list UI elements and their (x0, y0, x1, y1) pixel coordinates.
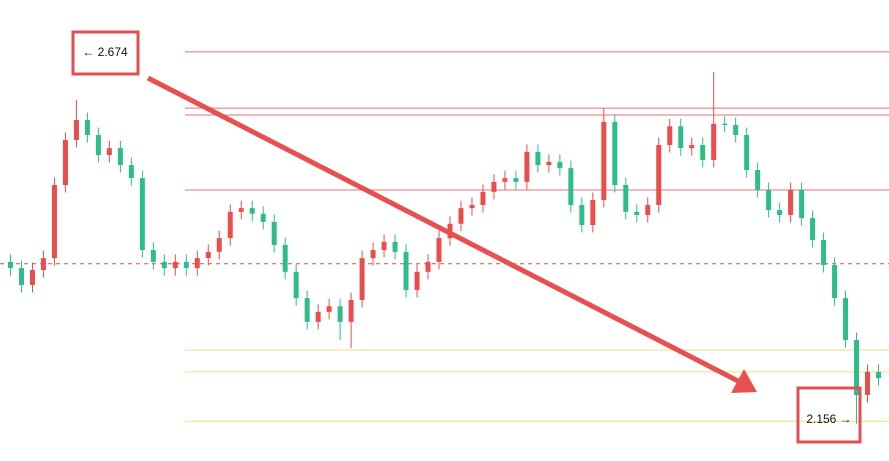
candle-body (744, 135, 750, 170)
candle-body (73, 120, 79, 140)
candle-body (590, 200, 596, 225)
annotation-box (71, 30, 140, 76)
arrow-head (731, 369, 757, 393)
candle-body (568, 168, 574, 205)
candle-body (557, 161, 563, 169)
candle-body (128, 165, 134, 179)
candle-body (722, 123, 728, 125)
candle-body (403, 251, 409, 290)
candle-body (458, 208, 464, 224)
candle-body (62, 140, 68, 185)
candle-body (623, 185, 629, 212)
candle-body (656, 145, 662, 205)
candle-body (689, 145, 695, 149)
candle-body (854, 340, 860, 395)
candle-body (436, 238, 442, 262)
candle-body (425, 261, 431, 272)
candle-body (172, 261, 178, 269)
candle-body (150, 250, 156, 262)
candle-body (678, 126, 684, 149)
candle-body (381, 241, 387, 250)
candle-body (733, 125, 739, 135)
annotation-box (796, 386, 862, 444)
annotation-label: ← 2.674 (82, 45, 128, 59)
candle-body (645, 205, 651, 215)
candle-body (139, 178, 145, 250)
candle-body (205, 251, 211, 259)
candle-body (95, 135, 101, 155)
candle-body (216, 238, 222, 252)
candle-body (579, 205, 585, 225)
candle-body (227, 211, 233, 239)
candle-body (293, 271, 299, 299)
candle-body (766, 190, 772, 210)
candle-body (755, 170, 761, 190)
candle-body (359, 258, 365, 300)
candle-body (51, 185, 57, 259)
candle-body (326, 306, 332, 312)
candle-body (799, 190, 805, 219)
annotation-label: 2.156 → (806, 412, 851, 426)
candle-body (260, 213, 266, 222)
candle-body (161, 261, 167, 269)
candle-body (502, 178, 508, 182)
candle-body (535, 151, 541, 165)
candle-body (546, 161, 552, 165)
candle-body (634, 211, 640, 215)
candle-body (18, 268, 24, 285)
candle-body (117, 148, 123, 165)
candle-body (667, 126, 673, 145)
candle-body (612, 121, 618, 185)
candle-body (480, 191, 486, 205)
candle-body (337, 306, 343, 322)
candle-body (711, 123, 717, 160)
candle-body (469, 205, 475, 209)
candle-body (40, 258, 46, 270)
candle-body (183, 261, 189, 269)
candle-body (7, 261, 13, 269)
candle-body (865, 371, 871, 395)
candle-body (194, 258, 200, 269)
candle-body (832, 265, 838, 299)
candle-body (370, 250, 376, 259)
candle-body (29, 270, 35, 285)
candle-body (876, 371, 882, 379)
candle-body (304, 298, 310, 322)
candle-body (249, 208, 255, 214)
candle-body (238, 208, 244, 212)
candle-body (392, 241, 398, 252)
candle-body (843, 298, 849, 340)
candle-body (513, 178, 519, 182)
candle-body (282, 245, 288, 272)
candle-body (348, 300, 354, 322)
candle-body (491, 181, 497, 192)
candle-body (271, 221, 277, 245)
candle-body (810, 218, 816, 240)
candle-body (821, 240, 827, 265)
candle-body (524, 151, 530, 182)
candle-body (700, 145, 706, 160)
candle-body (777, 210, 783, 215)
candle-body (788, 190, 794, 215)
candle-body (84, 120, 90, 135)
candle-body (414, 271, 420, 290)
candle-body (315, 311, 321, 322)
trend-arrow (146, 75, 740, 384)
candle-body (601, 121, 607, 200)
candle-body (106, 148, 112, 155)
